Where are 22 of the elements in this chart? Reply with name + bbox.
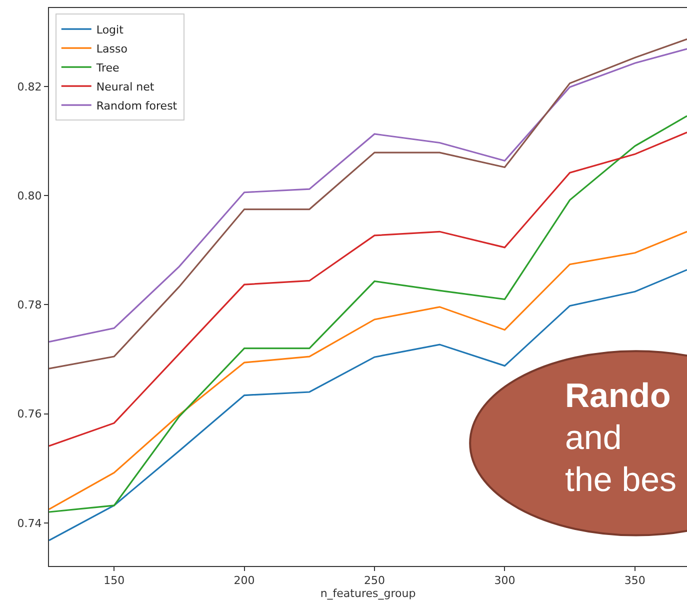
- y-tick-label: 0.76: [17, 408, 42, 421]
- x-tick-label: 250: [364, 574, 386, 588]
- x-axis-title: n_features_group: [320, 587, 416, 600]
- line-series: [49, 269, 687, 542]
- legend-label: Tree: [95, 61, 120, 74]
- x-tick-label: 300: [494, 574, 516, 588]
- y-tick-label: 0.80: [17, 189, 42, 202]
- legend-label: Logit: [96, 23, 124, 36]
- line-series: [49, 115, 687, 513]
- x-tick-label: 150: [104, 574, 125, 588]
- annotation: Rando: [565, 377, 671, 415]
- x-tick-label: 200: [234, 574, 255, 588]
- legend-label: Neural net: [96, 80, 155, 94]
- x-tick-label: 350: [624, 574, 646, 588]
- line-series: [49, 230, 687, 510]
- y-tick-label: 0.78: [17, 298, 42, 312]
- annotation: and: [565, 419, 622, 457]
- y-tick-label: 0.82: [17, 80, 42, 94]
- legend-label: Random forest: [96, 99, 178, 112]
- legend-label: Lasso: [96, 42, 128, 56]
- annotation: the bes: [565, 461, 677, 499]
- y-tick-label: 0.74: [17, 516, 42, 530]
